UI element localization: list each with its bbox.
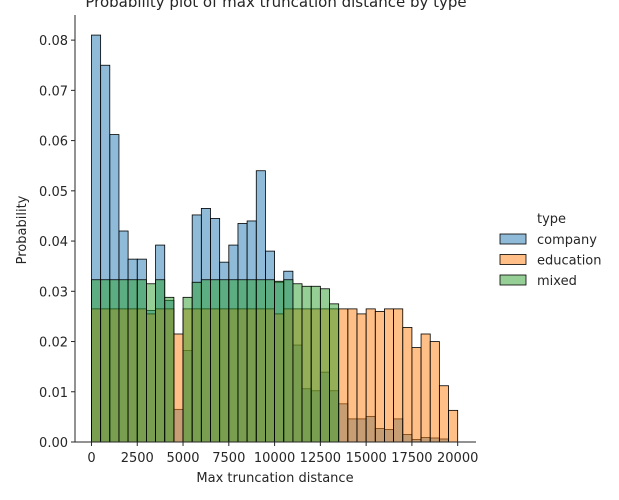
bar-education-32 [384,308,395,443]
x-tick-label: 5000 [166,451,199,466]
bar-education-29 [356,313,367,443]
y-tick-label: 0.04 [39,235,68,250]
legend-label-education: education [537,254,602,269]
x-tick-label: 10000 [254,451,295,466]
bar-education-39 [448,409,459,443]
bar-mixed-1 [100,279,111,443]
bar-mixed-20 [274,280,285,443]
y-tick-label: 0.00 [39,436,68,451]
y-tick-label: 0.02 [39,336,68,351]
x-tick-label: 12500 [300,451,341,466]
y-tick-label: 0.06 [39,135,68,150]
x-tick-label: 2500 [121,451,154,466]
series-mixed [91,279,340,443]
y-axis-label: Probability [15,195,30,264]
bar-mixed-12 [200,279,211,443]
bar-mixed-16 [237,279,248,443]
legend-label-mixed: mixed [537,274,577,289]
bars-layer [91,34,459,443]
bar-mixed-2 [109,279,120,443]
legend-swatch-mixed [499,274,527,286]
bar-education-30 [365,308,376,443]
bar-mixed-13 [210,279,221,443]
y-tick-label: 0.05 [39,185,68,200]
bar-education-36 [420,333,431,443]
x-tick-label: 20000 [437,451,478,466]
bar-mixed-19 [265,279,275,443]
bar-education-38 [438,385,449,443]
bar-education-34 [402,327,413,443]
bar-education-33 [393,308,404,443]
x-tick-label: 15000 [345,451,386,466]
bar-mixed-3 [118,279,129,443]
bar-education-28 [347,308,358,443]
axes-layer: 0 2500 5000 7500 10000 12500 15000 17500 20000 0.… [39,15,478,466]
legend-title: type [537,212,566,227]
y-tick-label: 0.07 [39,84,68,99]
bar-mixed-23 [301,285,312,443]
bar-mixed-15 [228,279,239,443]
bar-mixed-11 [191,281,202,443]
bar-mixed-17 [246,279,257,443]
x-tick-label: 0 [87,451,95,466]
bar-mixed-8 [164,296,175,443]
legend-swatch-company [499,233,527,245]
legend-label-company: company [537,233,597,248]
y-tick-label: 0.01 [39,386,68,401]
bar-mixed-18 [255,279,266,443]
bar-education-9 [173,333,184,443]
chart-title: Probability plot of max truncation dista… [85,0,466,11]
y-tick-label: 0.08 [39,34,68,49]
bar-mixed-25 [319,288,330,443]
bar-mixed-22 [292,283,303,443]
y-tick-label: 0.03 [39,285,68,300]
bar-mixed-0 [91,279,102,443]
bar-education-37 [429,341,440,443]
bar-mixed-4 [127,279,138,443]
bar-education-31 [374,310,385,443]
bar-mixed-10 [182,296,193,443]
bar-mixed-7 [155,279,166,443]
x-tick-label: 17500 [391,451,432,466]
legend: type company education mixed [499,212,602,289]
bar-mixed-6 [146,283,156,443]
bar-education-27 [338,308,349,443]
x-axis-label: Max truncation distance [196,471,353,486]
bar-mixed-21 [283,279,294,443]
x-tick-label: 7500 [212,451,245,466]
bar-mixed-5 [136,279,147,443]
bar-mixed-26 [329,303,340,443]
bar-mixed-14 [219,279,230,443]
bar-education-35 [411,347,422,443]
bar-mixed-24 [310,285,321,443]
legend-swatch-education [499,254,527,265]
